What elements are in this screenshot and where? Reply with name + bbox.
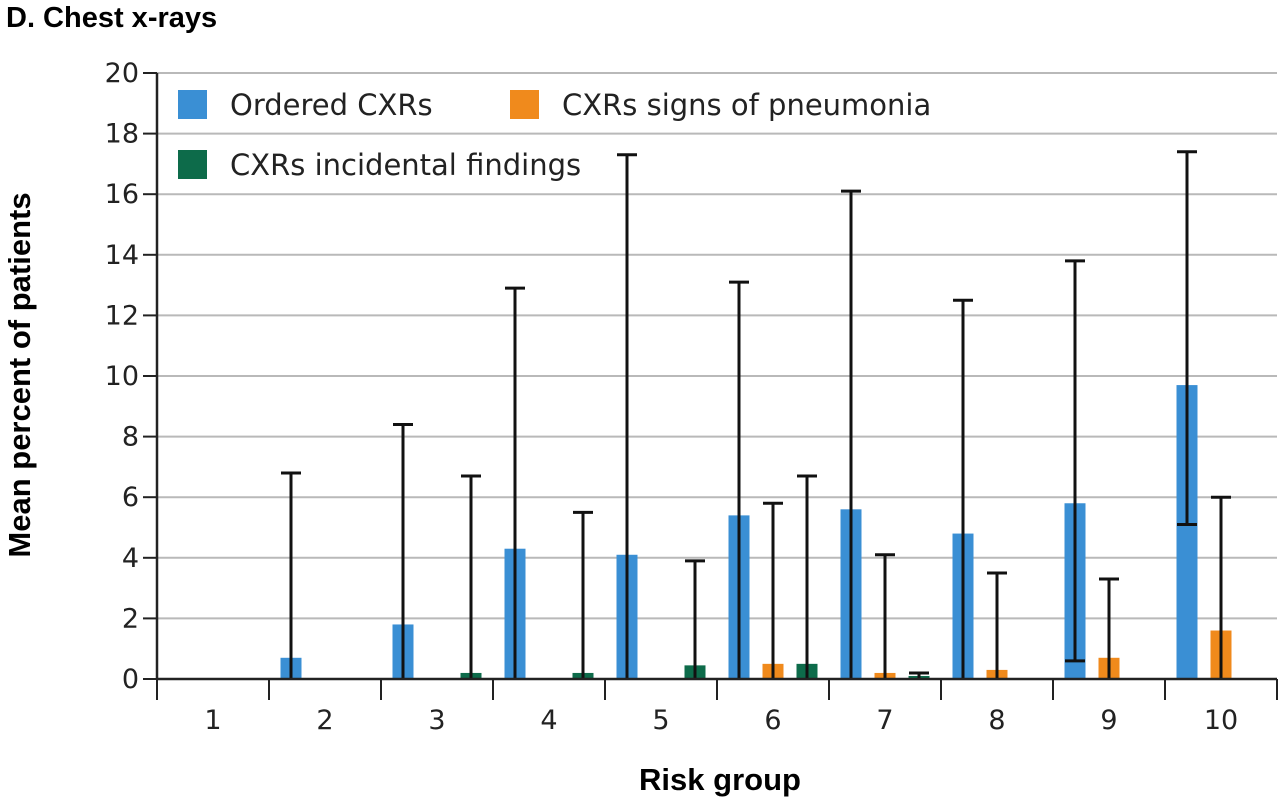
x-tick-label: 10 <box>1204 705 1238 736</box>
x-tick-label: 7 <box>876 705 893 736</box>
y-axis-title: Mean percent of patients <box>2 192 37 557</box>
chart-title: D. Chest x-rays <box>6 2 218 34</box>
legend-swatch <box>178 150 207 179</box>
y-tick-labels: 0 2 4 6 8 10 12 14 16 18 20 <box>105 58 139 695</box>
legend: Ordered CXRs CXRs signs of pneumonia CXRs … <box>178 88 931 182</box>
legend-label: Ordered CXRs <box>230 88 433 122</box>
y-tick-label: 14 <box>105 240 139 271</box>
y-tick-label: 18 <box>105 119 139 150</box>
error-bars-layer <box>281 150 1231 679</box>
y-tick-label: 8 <box>122 422 139 453</box>
x-tick-label: 3 <box>428 705 445 736</box>
legend-swatch <box>178 90 207 119</box>
y-tick-label: 0 <box>122 664 139 695</box>
y-tick-label: 10 <box>105 361 139 392</box>
x-tick-label: 5 <box>652 705 669 736</box>
y-tick-label: 12 <box>105 300 139 331</box>
y-tick-label: 16 <box>105 179 139 210</box>
legend-label: CXRs incidental findings <box>230 148 581 182</box>
x-tick-label: 9 <box>1100 705 1117 736</box>
x-tick-label: 1 <box>204 705 221 736</box>
y-tick-label: 4 <box>122 543 139 574</box>
y-tick-label: 20 <box>105 58 139 89</box>
legend-label: CXRs signs of pneumonia <box>562 88 931 122</box>
bar <box>1176 385 1198 679</box>
x-axis-title: Risk group <box>639 762 801 797</box>
x-tick-label: 4 <box>540 705 557 736</box>
x-tick-label: 6 <box>764 705 781 736</box>
grid-lines <box>157 72 1277 620</box>
y-tick-label: 2 <box>122 603 139 634</box>
x-tick-labels: 1 2 3 4 5 6 7 8 9 10 <box>204 705 1238 736</box>
bars-layer <box>280 385 1232 679</box>
axes <box>143 72 1278 700</box>
y-tick-label: 6 <box>122 482 139 513</box>
legend-swatch <box>510 90 539 119</box>
x-tick-label: 2 <box>316 705 333 736</box>
x-tick-label: 8 <box>988 705 1005 736</box>
